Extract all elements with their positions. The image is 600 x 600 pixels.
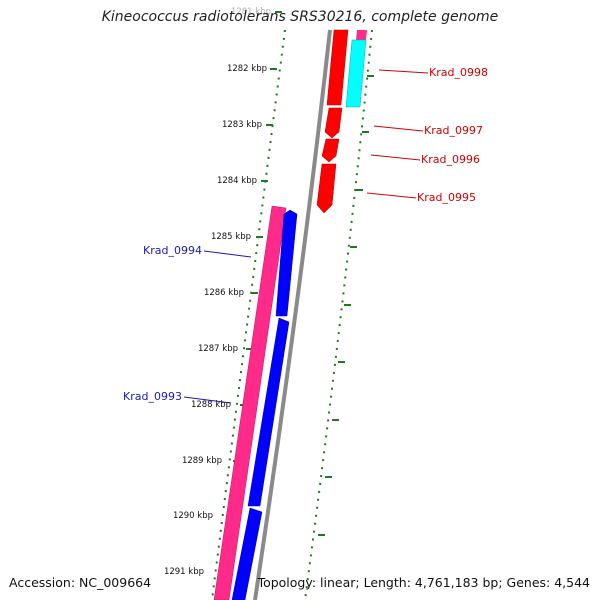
blue-leader-lines [183,250,252,404]
label-krad-0993[interactable]: Krad_0993 [123,390,182,403]
tick-label-1287: 1287 kbp [198,344,238,354]
genome-title: Kineococcus radiotolerans SRS30216, comp… [101,9,499,25]
label-krad-0995[interactable]: Krad_0995 [417,191,476,204]
tick-label-1291: 1291 kbp [164,567,204,577]
gene-krad-0996[interactable] [321,138,340,163]
kbp-scale-labels: 1281 kbp 1282 kbp 1283 kbp 1284 kbp 1285… [164,7,271,577]
tick-label-1283: 1283 kbp [222,120,262,130]
red-leader-lines [366,69,429,199]
tick-label-1290: 1290 kbp [173,511,213,521]
gene-krad-0998[interactable] [326,29,349,106]
gene-blue-3[interactable] [231,507,263,600]
gene-blue-1[interactable] [275,209,298,317]
tick-label-1289: 1289 kbp [182,456,222,466]
label-krad-0996[interactable]: Krad_0996 [421,153,480,166]
accession-text: Accession: NC_009664 [9,575,152,590]
label-krad-0994[interactable]: Krad_0994 [143,244,202,257]
gene-krad-0997[interactable] [324,107,343,139]
label-krad-0998[interactable]: Krad_0998 [429,66,488,79]
tick-label-1285: 1285 kbp [211,232,251,242]
genome-summary-text: Topology: linear; Length: 4,761,183 bp; … [257,575,590,590]
gene-krad-0993[interactable] [247,317,290,507]
gene-pink-top[interactable] [356,30,367,40]
tick-label-1288: 1288 kbp [191,400,231,410]
genome-backbone [253,29,332,600]
label-krad-0997[interactable]: Krad_0997 [424,124,483,137]
gene-cyan-top[interactable] [345,39,367,108]
gene-krad-0994[interactable] [213,205,287,600]
outer-tick-marks [318,75,374,536]
tick-label-1282: 1282 kbp [227,64,267,74]
tick-label-1281: 1281 kbp [231,7,271,17]
tick-label-1286: 1286 kbp [204,288,244,298]
tick-label-1284: 1284 kbp [217,176,257,186]
gene-krad-0995[interactable] [316,163,337,214]
